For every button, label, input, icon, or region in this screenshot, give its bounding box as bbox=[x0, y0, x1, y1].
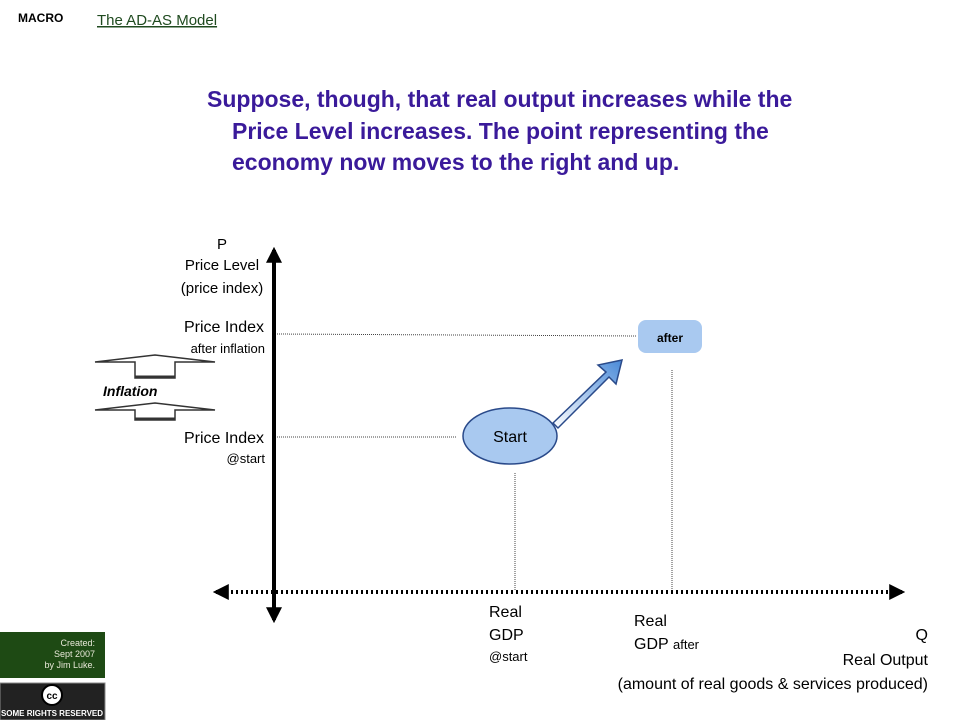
body-text: Suppose, though, that real output increa… bbox=[207, 86, 792, 175]
body-line: Price Level increases. The point represe… bbox=[232, 118, 769, 144]
inflation-arrow bbox=[94, 402, 216, 421]
inflation-label: Inflation bbox=[103, 383, 157, 399]
x-axis-symbol: Q bbox=[916, 627, 928, 644]
body-line: economy now moves to the right and up. bbox=[232, 149, 679, 175]
guide-line bbox=[276, 333, 638, 337]
license-icon bbox=[41, 684, 63, 706]
gdp-start-note: @start bbox=[489, 649, 528, 664]
y-axis-name: Price Level bbox=[185, 257, 259, 274]
created-text: Sept 2007 bbox=[54, 649, 95, 659]
price-after-note: after inflation bbox=[191, 341, 265, 356]
gdp-after-note: after bbox=[673, 637, 700, 652]
gdp-start-label: GDP bbox=[489, 627, 524, 644]
slide-title[interactable]: The AD-AS Model bbox=[97, 12, 217, 29]
license-icon-text: cc bbox=[46, 691, 58, 702]
created-text: Created: bbox=[60, 638, 95, 648]
inflation-arrow bbox=[94, 354, 216, 379]
after-label: after bbox=[657, 331, 683, 345]
created-box bbox=[0, 632, 105, 678]
y-axis-symbol: P bbox=[217, 236, 227, 253]
price-after-label: Price Index bbox=[184, 319, 264, 336]
movement-arrow bbox=[551, 359, 624, 430]
license-text: SOME RIGHTS RESERVED bbox=[1, 709, 103, 718]
gdp-start-label: Real bbox=[489, 604, 522, 621]
created-text: by Jim Luke. bbox=[44, 660, 95, 670]
body-line: Suppose, though, that real output increa… bbox=[207, 86, 792, 112]
price-start-label: Price Index bbox=[184, 430, 264, 447]
section-tag: MACRO bbox=[18, 11, 63, 25]
start-point bbox=[462, 407, 558, 465]
gdp-after-label: Real bbox=[634, 613, 667, 630]
x-axis-note: (amount of real goods & services produce… bbox=[618, 676, 928, 693]
price-start-note: @start bbox=[227, 451, 266, 466]
start-label: Start bbox=[493, 429, 527, 446]
gdp-after-label: GDP bbox=[634, 636, 669, 653]
x-axis-name: Real Output bbox=[843, 652, 929, 669]
after-point bbox=[638, 320, 702, 353]
y-axis-note: (price index) bbox=[181, 280, 264, 297]
